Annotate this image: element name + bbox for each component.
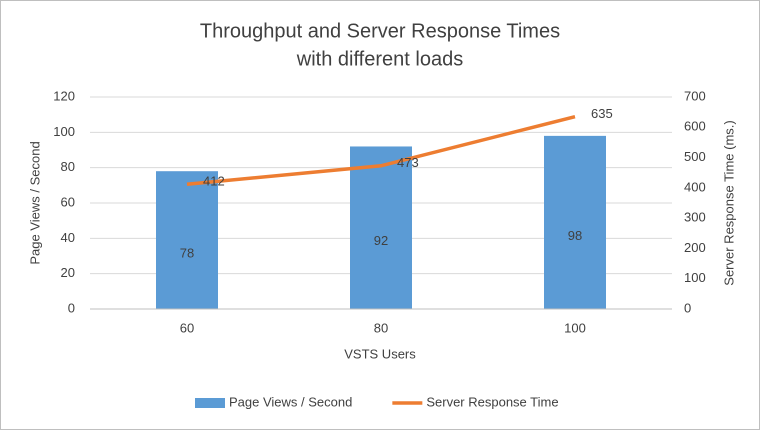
data-label: 412 [203,174,225,189]
y-tick-label: 40 [61,230,75,245]
legend-label: Page Views / Second [229,394,352,409]
y2-tick-label: 700 [684,88,706,103]
y2-tick-label: 100 [684,270,706,285]
data-label: 78 [180,246,194,261]
x-tick-label: 100 [564,320,586,335]
chart-title: with different loads [296,48,463,70]
data-label: 635 [591,106,613,121]
x-tick-label: 80 [374,320,388,335]
data-label: 473 [397,155,419,170]
bar [544,135,606,309]
x-axis-title: VSTS Users [344,346,416,361]
y-tick-label: 120 [53,88,75,103]
y-tick-label: 20 [61,265,75,280]
data-label: 98 [568,228,582,243]
y-tick-label: 80 [61,159,75,174]
y2-tick-label: 0 [684,300,691,315]
chart-title: Throughput and Server Response Times [200,20,560,42]
x-tick-label: 60 [180,320,194,335]
y2-tick-label: 600 [684,119,706,134]
y2-tick-label: 300 [684,210,706,225]
y2-tick-label: 400 [684,179,706,194]
y-axis-title: Page Views / Second [27,141,42,264]
y2-axis-title: Server Response Time (ms.) [721,120,736,285]
legend-swatch [195,398,225,408]
line [186,114,576,186]
y-tick-label: 60 [61,194,75,209]
y-tick-label: 0 [68,300,75,315]
legend-label: Server Response Time [426,394,558,409]
y2-tick-label: 500 [684,149,706,164]
bar [350,146,412,309]
y2-tick-label: 200 [684,240,706,255]
y-tick-label: 100 [53,124,75,139]
data-label: 92 [374,233,388,248]
bar [156,171,218,309]
